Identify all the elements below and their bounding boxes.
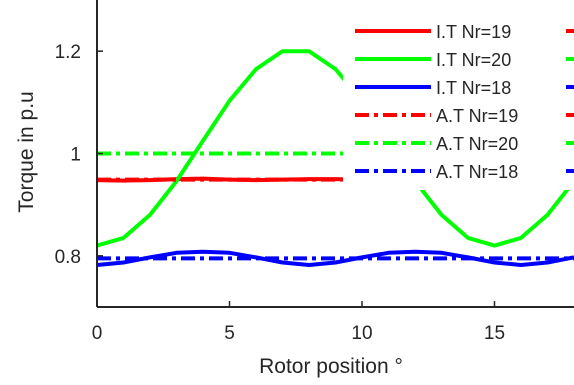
legend-label-3: I.T Nr=18 [436, 78, 511, 98]
y-tick-label: 1.2 [55, 42, 81, 63]
y-tick-label: 0.8 [55, 247, 81, 268]
x-axis-label: Rotor position ° [259, 355, 403, 378]
y-axis-label: Torque in p.u [15, 91, 38, 212]
series-line-2 [96, 49, 574, 248]
series-line-3 [96, 249, 574, 267]
axes-layer: 0 5 10 15 0.8 1 1.2 [55, 0, 574, 344]
legend-label-5: A.T Nr=20 [436, 134, 518, 154]
x-tick-label: 15 [484, 323, 505, 344]
legend: I.T Nr=19 I.T Nr=20 I.T Nr=18 A.T Nr=19 A.T … [343, 16, 574, 190]
legend-label-6: A.T Nr=18 [436, 162, 518, 182]
legend-label-2: I.T Nr=20 [436, 50, 511, 70]
x-tick-label: 0 [92, 323, 103, 344]
x-tick-label: 5 [224, 323, 235, 344]
y-tick-label: 1 [70, 145, 81, 166]
legend-label-1: I.T Nr=19 [436, 22, 511, 42]
x-tick-label: 10 [351, 323, 372, 344]
legend-label-4: A.T Nr=19 [436, 106, 518, 126]
legend-box [343, 16, 574, 190]
